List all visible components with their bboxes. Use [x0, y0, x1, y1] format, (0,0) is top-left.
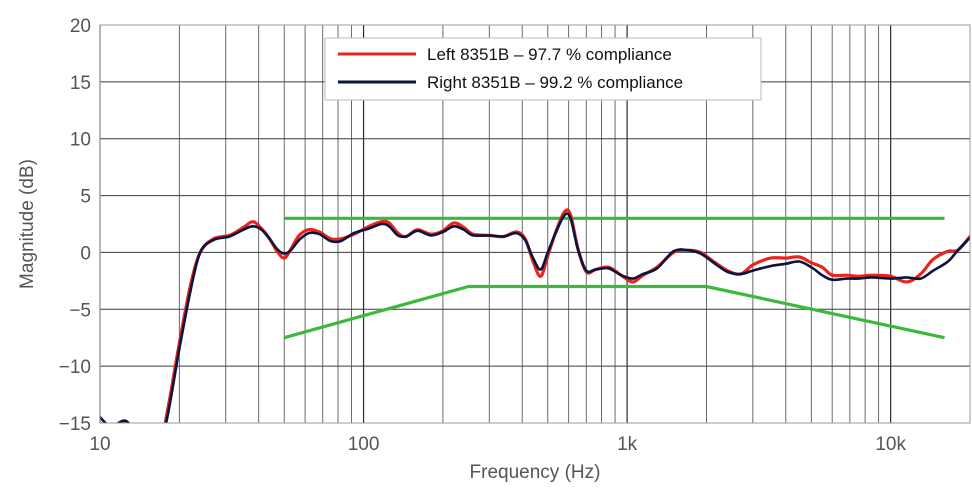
x-tick-labels: 10 100 1k 10k	[89, 434, 906, 455]
y-tick-label: 5	[80, 187, 91, 208]
y-tick-label: 0	[80, 243, 91, 264]
tolerance-lower-line	[283, 284, 945, 340]
tolerance-window	[283, 216, 945, 340]
x-axis-label: Frequency (Hz)	[470, 462, 601, 483]
x-tick-label: 10	[89, 434, 110, 455]
legend-label-left: Left 8351B – 97.7 % compliance	[427, 45, 672, 64]
y-tick-label: 10	[70, 130, 91, 151]
y-tick-label: 15	[70, 73, 91, 94]
series-line-right	[100, 212, 970, 423]
legend-label-right: Right 8351B – 99.2 % compliance	[427, 73, 683, 92]
x-tick-label: 100	[348, 434, 380, 455]
plot-frame	[99, 24, 971, 424]
y-tick-label: 20	[70, 16, 91, 37]
y-tick-label: −10	[59, 357, 91, 378]
y-tick-label: −5	[69, 300, 91, 321]
y-tick-label: −15	[59, 414, 91, 435]
x-tick-label: 1k	[617, 434, 638, 455]
y-axis-label: Magnitude (dB)	[17, 159, 38, 289]
series-layer	[100, 208, 970, 423]
series-line-left	[100, 208, 970, 423]
legend-box	[324, 37, 762, 101]
legend: Left 8351B – 97.7 % compliance Right 835…	[324, 37, 762, 101]
x-tick-label: 10k	[875, 434, 906, 455]
y-tick-labels: −15 −10 −5 0 5 10 15 20	[59, 16, 91, 435]
